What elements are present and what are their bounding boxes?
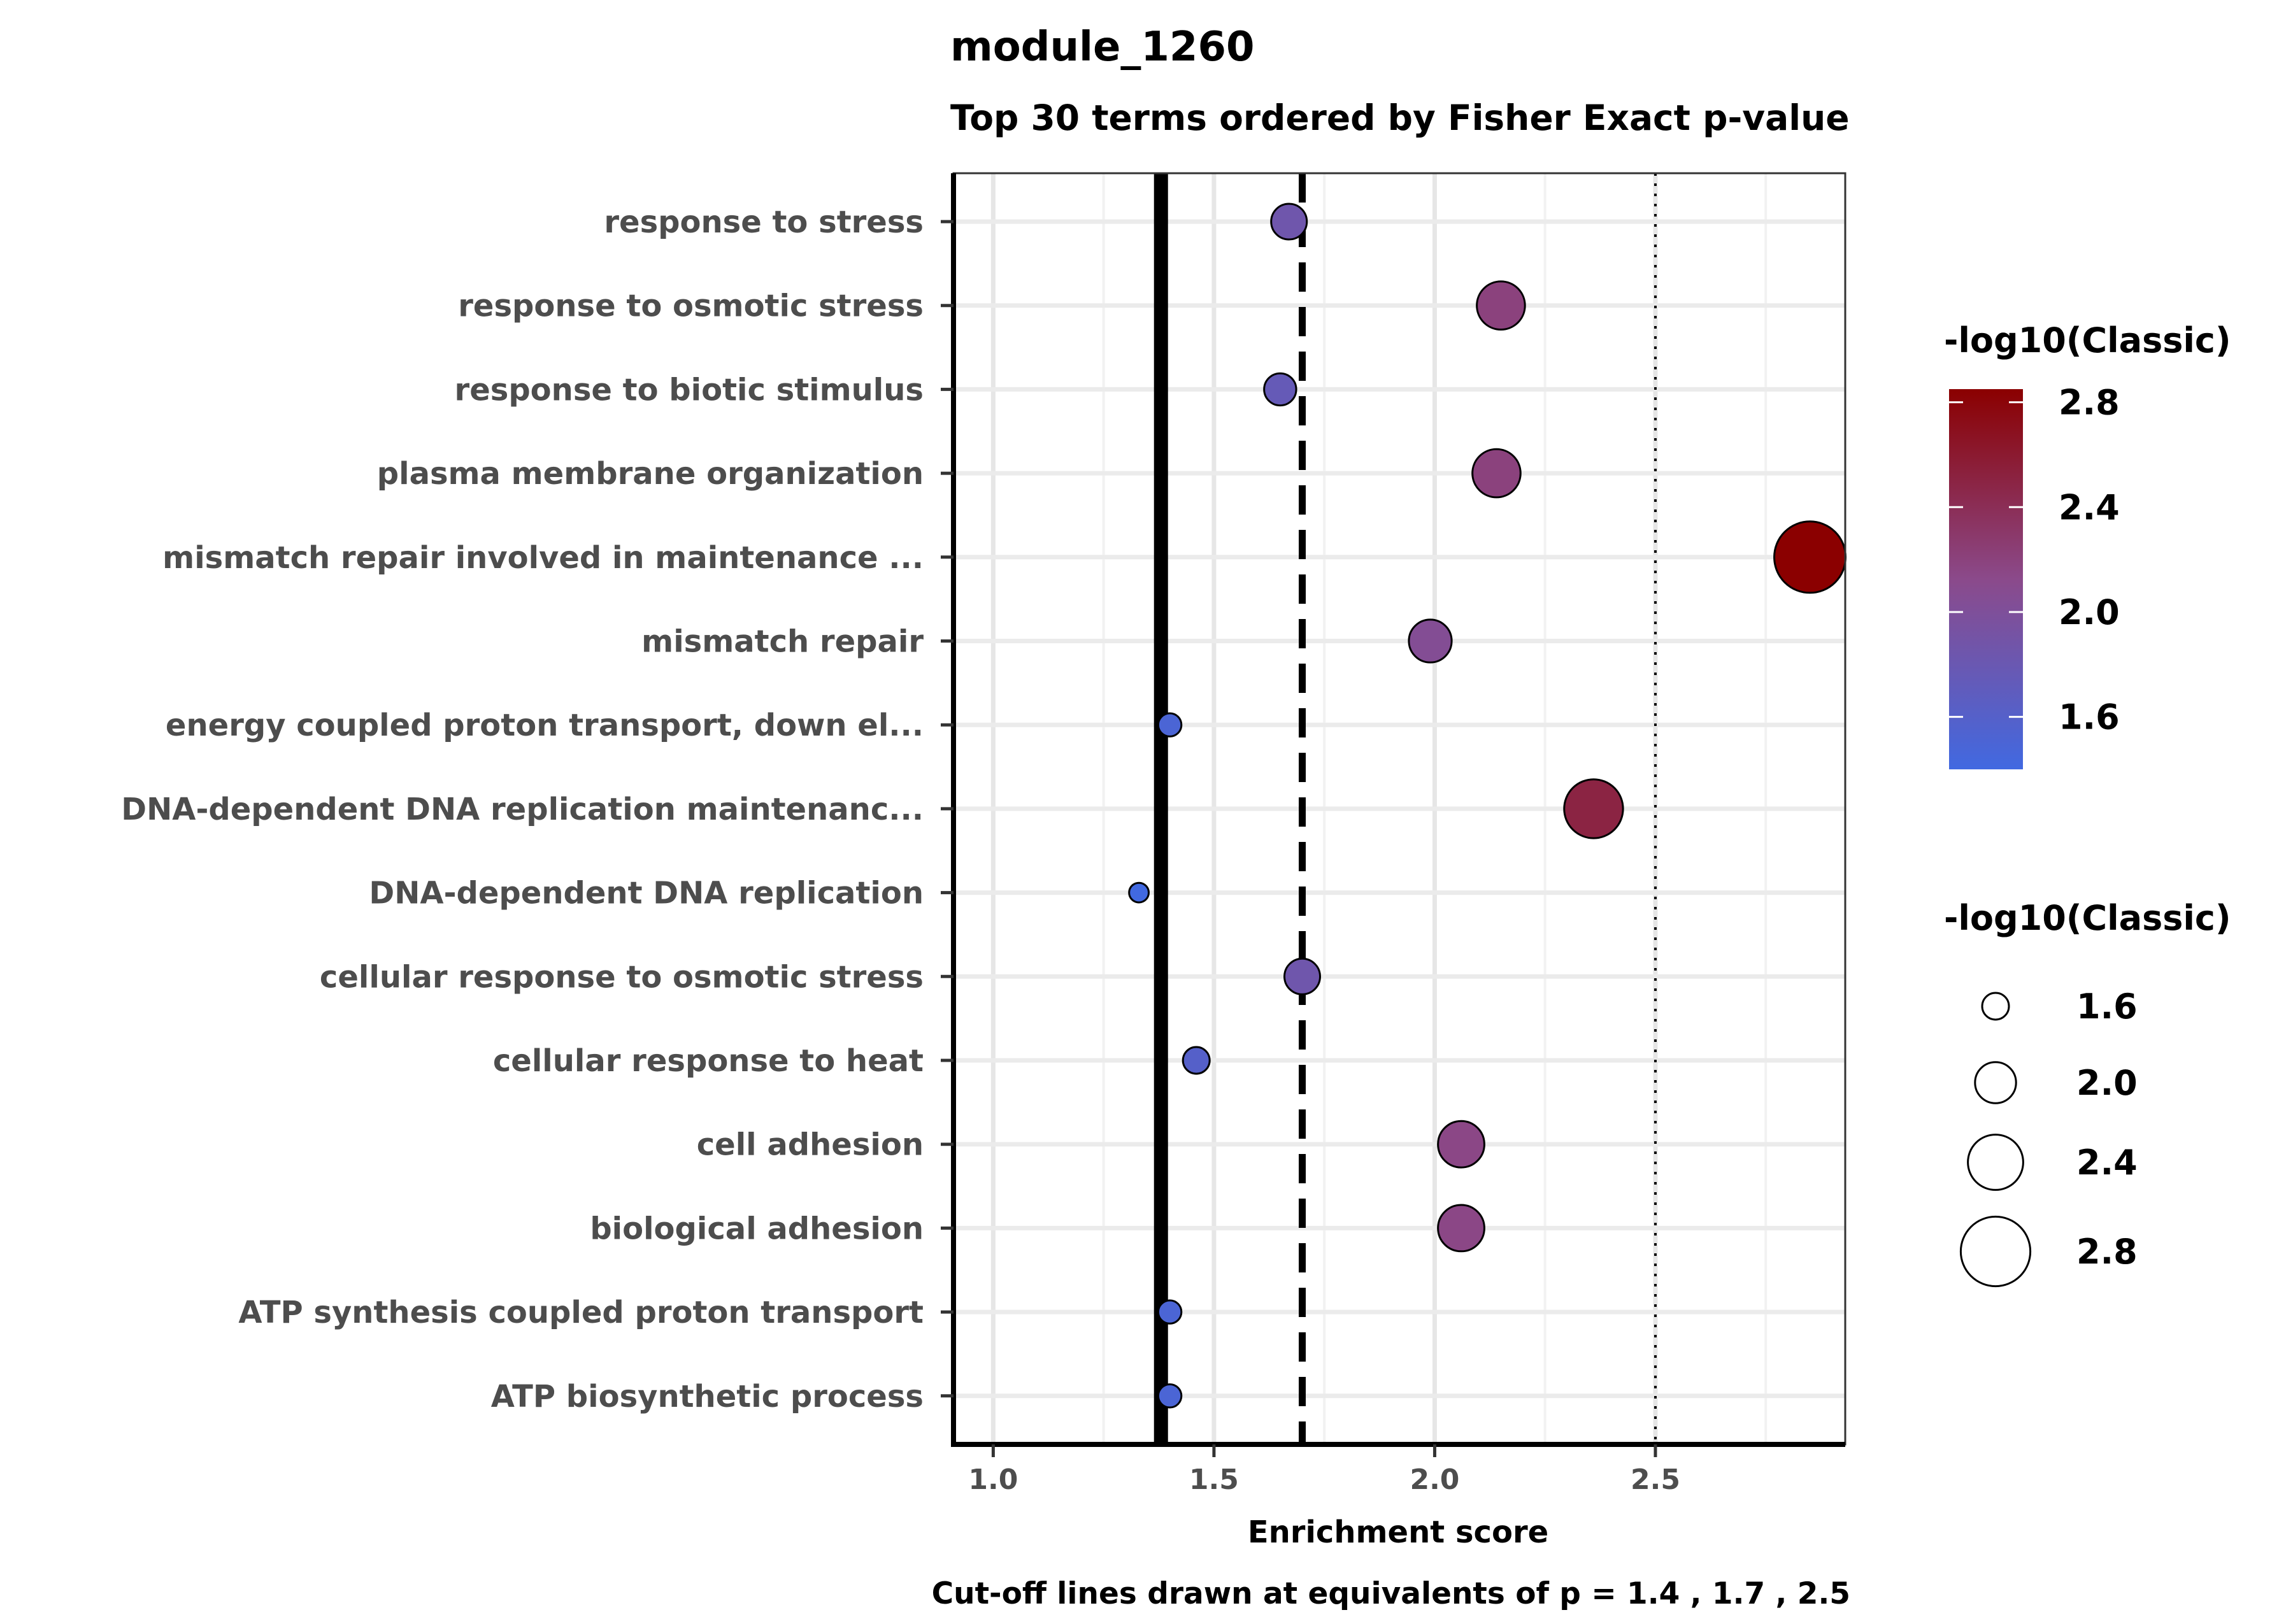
x-axis-title: Enrichment score [1248, 1514, 1548, 1550]
data-point [1182, 1046, 1211, 1075]
size-key-circle [1981, 992, 2010, 1021]
color-legend-title: -log10(Classic) [1944, 320, 2231, 360]
size-key-circle [1967, 1134, 2024, 1191]
data-point [1270, 203, 1308, 241]
data-point [1408, 618, 1453, 664]
colorbar-tick-label: 2.8 [2059, 383, 2120, 423]
chart-title: module_1260 [950, 24, 1255, 71]
size-key-label: 2.0 [2076, 1063, 2138, 1103]
data-point [1437, 1120, 1485, 1169]
y-tick-label: response to stress [604, 204, 924, 240]
y-tick-label: mismatch repair involved in maintenance … [162, 540, 924, 576]
y-tick-label: response to biotic stimulus [455, 372, 924, 408]
data-point [1263, 372, 1297, 407]
y-tick-label: cellular response to osmotic stress [320, 959, 924, 995]
size-key-label: 2.8 [2076, 1232, 2138, 1272]
y-axis-labels: response to stress response to osmotic st… [121, 204, 954, 1414]
y-tick-label: DNA-dependent DNA replication maintenanc… [121, 792, 924, 827]
color-legend: -log10(Classic) 2.8 2.4 2.0 1.6 [1944, 320, 2231, 769]
y-tick-label: cellular response to heat [493, 1043, 924, 1079]
data-point [1476, 280, 1526, 331]
data-point [1157, 1299, 1183, 1325]
y-tick-label: response to osmotic stress [458, 288, 924, 324]
data-point [1157, 712, 1183, 737]
data-point [1773, 520, 1847, 594]
colorbar-tick-label: 2.0 [2059, 592, 2120, 632]
data-point [1157, 1383, 1183, 1409]
data-point [1563, 778, 1624, 839]
y-tick-label: mismatch repair [641, 624, 924, 660]
x-axis: 1.0 1.5 2.0 2.5 [968, 1444, 1680, 1496]
x-tick-label: 1.5 [1189, 1464, 1239, 1496]
data-point [1471, 448, 1522, 499]
data-point [1128, 881, 1150, 904]
size-legend-title: -log10(Classic) [1944, 898, 2231, 938]
y-tick-label: DNA-dependent DNA replication [369, 876, 924, 911]
y-tick-label: ATP biosynthetic process [491, 1379, 924, 1414]
x-tick-label: 2.0 [1410, 1464, 1459, 1496]
colorbar-tick-label: 1.6 [2059, 697, 2120, 737]
size-key-circle [1959, 1215, 2032, 1288]
data-point [1283, 957, 1322, 995]
y-tick-label: energy coupled proton transport, down el… [166, 708, 924, 743]
size-legend: -log10(Classic) 1.6 2.0 2.4 2.8 [1944, 898, 2231, 1288]
y-tick-label: ATP synthesis coupled proton transport [238, 1295, 924, 1330]
x-tick-label: 1.0 [968, 1464, 1018, 1496]
colorbar [1949, 389, 2023, 769]
colorbar-tick-label: 2.4 [2059, 487, 2120, 527]
x-tick-label: 2.5 [1631, 1464, 1680, 1496]
plot-panel [951, 172, 1847, 1447]
size-key-label: 2.4 [2076, 1143, 2138, 1183]
size-key-circle [1974, 1061, 2017, 1104]
y-tick-label: plasma membrane organization [377, 456, 924, 492]
y-tick-label: cell adhesion [697, 1127, 924, 1163]
caption: Cut-off lines drawn at equivalents of p … [932, 1576, 1850, 1611]
size-key-label: 1.6 [2076, 987, 2138, 1027]
y-tick-label: biological adhesion [590, 1211, 924, 1246]
data-point [1437, 1204, 1485, 1253]
chart-subtitle: Top 30 terms ordered by Fisher Exact p-v… [950, 97, 1850, 138]
